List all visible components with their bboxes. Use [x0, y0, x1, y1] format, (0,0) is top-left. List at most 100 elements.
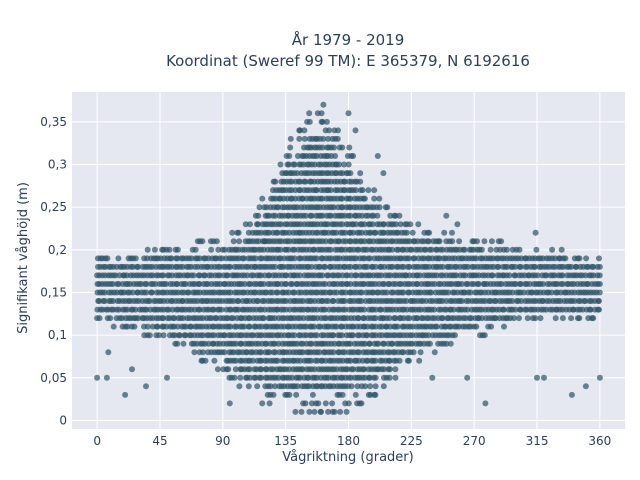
data-point: [160, 332, 167, 339]
y-tick-label: 0,2: [48, 243, 67, 257]
data-point: [152, 281, 159, 287]
data-point: [500, 306, 507, 313]
data-point: [481, 238, 488, 245]
data-point: [306, 118, 313, 125]
data-point: [426, 229, 433, 236]
data-point: [378, 306, 385, 313]
data-point: [302, 178, 309, 185]
data-point: [590, 263, 597, 270]
data-point: [389, 263, 396, 270]
data-point: [362, 383, 369, 390]
data-point: [464, 374, 471, 381]
data-point: [362, 340, 369, 347]
data-point: [213, 238, 220, 245]
data-point: [132, 306, 139, 313]
data-point: [347, 281, 354, 287]
data-point: [352, 391, 359, 398]
data-point: [345, 161, 352, 168]
data-point: [427, 340, 433, 347]
data-point: [549, 246, 556, 253]
data-point: [236, 383, 243, 390]
data-point: [431, 306, 438, 313]
data-point: [417, 349, 424, 356]
data-point: [582, 383, 589, 390]
data-point: [294, 383, 301, 390]
data-point: [331, 127, 338, 134]
data-point: [286, 391, 293, 398]
data-point: [143, 383, 149, 390]
data-point: [328, 212, 334, 219]
data-point: [255, 238, 262, 245]
data-point: [297, 374, 304, 381]
data-point: [358, 400, 365, 407]
data-point: [568, 391, 575, 398]
data-point: [122, 391, 129, 398]
data-point: [495, 263, 502, 270]
data-point: [224, 272, 231, 279]
data-point: [319, 195, 326, 202]
data-point: [364, 332, 371, 339]
data-point: [274, 357, 281, 364]
y-tick-label: 0,25: [40, 200, 67, 214]
data-point: [325, 135, 332, 142]
data-point: [387, 366, 393, 373]
data-point: [354, 383, 361, 390]
data-point: [285, 289, 292, 296]
data-point: [129, 366, 135, 373]
data-point: [381, 340, 387, 347]
data-point: [400, 289, 407, 296]
data-point: [543, 272, 550, 279]
data-point: [211, 357, 218, 364]
data-point: [478, 246, 485, 253]
data-point: [135, 263, 142, 270]
data-point: [160, 315, 167, 322]
data-point: [101, 298, 108, 304]
data-point: [473, 255, 480, 262]
data-point: [277, 161, 284, 168]
data-point: [333, 323, 340, 330]
x-tick-label: 180: [337, 434, 360, 448]
data-point: [151, 246, 158, 253]
data-point: [358, 289, 365, 296]
data-point: [308, 212, 315, 219]
data-point: [320, 135, 327, 142]
data-point: [241, 255, 248, 262]
data-point: [144, 246, 151, 253]
data-point: [210, 306, 217, 313]
data-point: [341, 178, 348, 185]
data-point: [274, 229, 281, 236]
data-point: [431, 281, 438, 287]
y-tick-label: 0,05: [40, 371, 67, 385]
data-point: [380, 221, 387, 228]
x-axis-title: Vågriktning (grader): [282, 450, 413, 465]
data-point: [358, 298, 365, 304]
data-point: [534, 374, 540, 381]
data-point: [266, 349, 273, 356]
data-point: [242, 221, 249, 228]
data-point: [324, 221, 331, 228]
data-point: [94, 374, 101, 381]
data-point: [286, 153, 293, 159]
data-point: [396, 357, 403, 364]
data-point: [174, 340, 181, 347]
data-point: [336, 161, 343, 168]
data-point: [254, 383, 261, 390]
chart-title-line1: År 1979 - 2019: [292, 30, 405, 49]
data-point: [331, 144, 337, 151]
data-point: [285, 246, 292, 253]
data-point: [462, 272, 469, 279]
data-point: [285, 161, 292, 168]
data-point: [174, 281, 181, 287]
data-point: [352, 127, 359, 134]
data-point: [319, 272, 326, 279]
data-point: [291, 255, 298, 262]
data-point: [327, 187, 334, 194]
data-point: [371, 195, 378, 202]
data-point: [518, 298, 525, 304]
data-point: [293, 391, 300, 398]
data-point: [517, 281, 524, 287]
data-point: [146, 298, 153, 304]
data-point: [501, 323, 507, 330]
y-tick-label: 0: [59, 413, 67, 427]
